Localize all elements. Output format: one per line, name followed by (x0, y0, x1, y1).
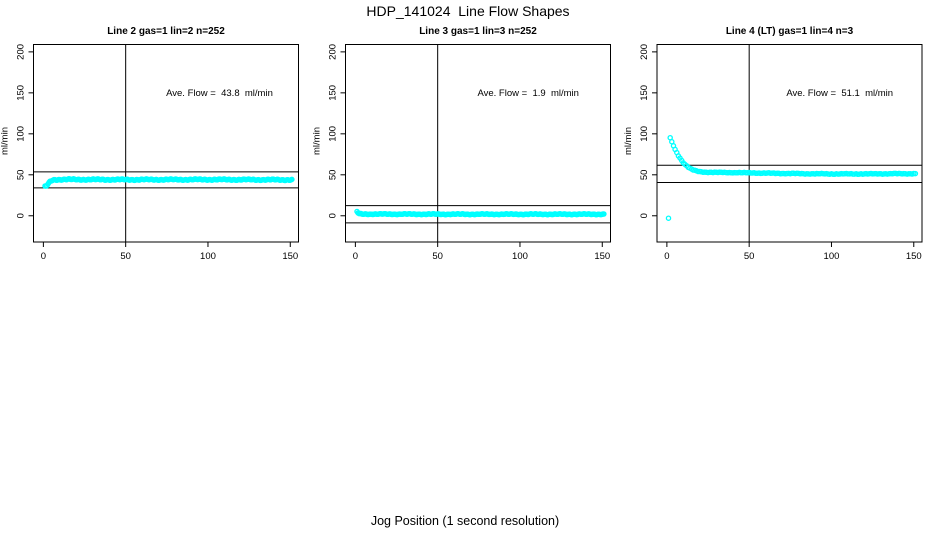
y-tick-label: 150 (16, 85, 27, 101)
y-tick-label: 200 (328, 44, 339, 60)
y-tick-label: 0 (639, 213, 650, 218)
x-tick-label: 100 (824, 251, 840, 262)
chart-panel-2: 0 50 100 150 0 50 100 150 200 ml/min Line 3 gas=1 … (312, 26, 611, 262)
y-tick-label: 200 (639, 44, 650, 60)
panel-title: Line 2 gas=1 lin=2 n=252 (107, 26, 225, 37)
x-tick-label: 0 (664, 251, 669, 262)
x-tick-label: 0 (353, 251, 358, 262)
ave-flow-annotation: Ave. Flow = 51.1 ml/min (786, 88, 893, 99)
data-point (601, 211, 607, 217)
y-tick-label: 200 (16, 44, 27, 60)
y-tick-label: 150 (328, 85, 339, 101)
outlier-point (665, 215, 672, 221)
figure-title: HDP_141024 Line Flow Shapes (366, 3, 570, 19)
y-tick-label: 0 (16, 213, 27, 218)
data-series (665, 134, 919, 221)
y-tick-label: 150 (639, 85, 650, 101)
x-tick-label: 100 (512, 251, 528, 262)
panel-title: Line 4 (LT) gas=1 lin=4 n=3 (726, 26, 854, 37)
plot-box (656, 44, 923, 243)
x-tick-label: 150 (906, 251, 922, 262)
chart-panel-1: 0 50 100 150 0 50 100 150 200 ml/min Line 2 gas=1 … (0, 26, 299, 262)
plot-box (33, 44, 299, 243)
y-tick-label: 0 (328, 213, 339, 218)
x-tick-label: 100 (200, 251, 216, 262)
y-tick-label: 100 (639, 126, 650, 142)
y-tick-label: 100 (16, 126, 27, 142)
x-tick-label: 150 (594, 251, 610, 262)
chart-panel-3: 0 50 100 150 0 50 100 150 200 ml/min Line 4 (LT) g… (623, 26, 923, 262)
x-tick-label: 150 (282, 251, 298, 262)
y-axis-label: ml/min (312, 127, 323, 155)
panel-title: Line 3 gas=1 lin=3 n=252 (419, 26, 537, 37)
x-tick-label: 50 (120, 251, 131, 262)
y-tick-label: 100 (328, 126, 339, 142)
y-axis-label: ml/min (0, 127, 11, 155)
ave-flow-annotation: Ave. Flow = 1.9 ml/min (477, 88, 578, 99)
data-series (42, 176, 295, 189)
data-point (289, 176, 295, 183)
x-tick-label: 50 (744, 251, 755, 262)
x-axis-label: Jog Position (1 second resolution) (370, 514, 560, 528)
x-tick-label: 50 (432, 251, 443, 262)
ave-flow-annotation: Ave. Flow = 43.8 ml/min (166, 88, 273, 99)
x-tick-label: 0 (41, 251, 46, 262)
y-axis-label: ml/min (623, 127, 634, 155)
data-point (912, 170, 919, 177)
y-tick-label: 50 (639, 170, 650, 181)
y-tick-label: 50 (328, 170, 339, 181)
y-tick-label: 50 (16, 170, 27, 181)
data-series (354, 208, 607, 218)
plot-box (345, 44, 611, 243)
